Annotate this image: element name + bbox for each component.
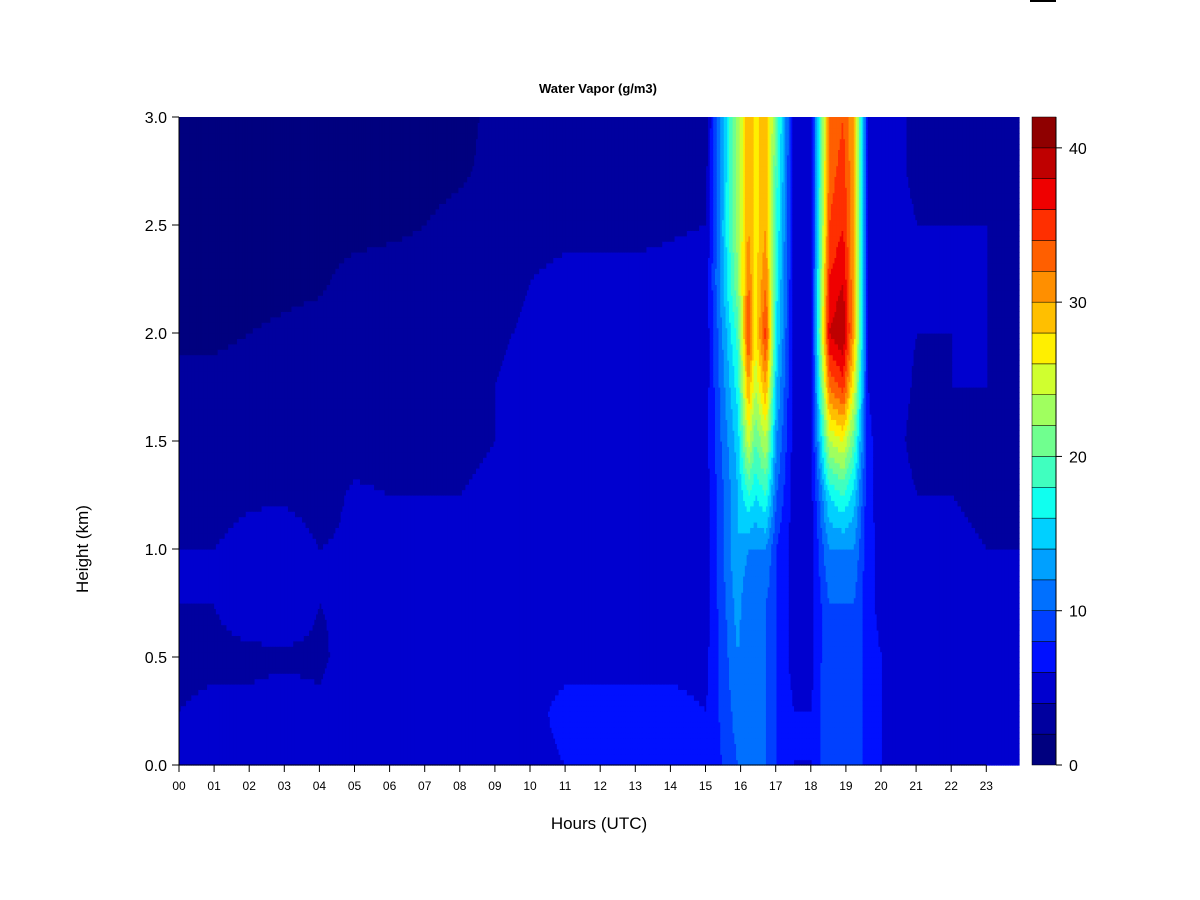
heatmap-plot-area bbox=[179, 117, 1020, 766]
chart-title: Water Vapor (g/m3) bbox=[539, 81, 657, 96]
top-edge-mark bbox=[1030, 0, 1056, 2]
